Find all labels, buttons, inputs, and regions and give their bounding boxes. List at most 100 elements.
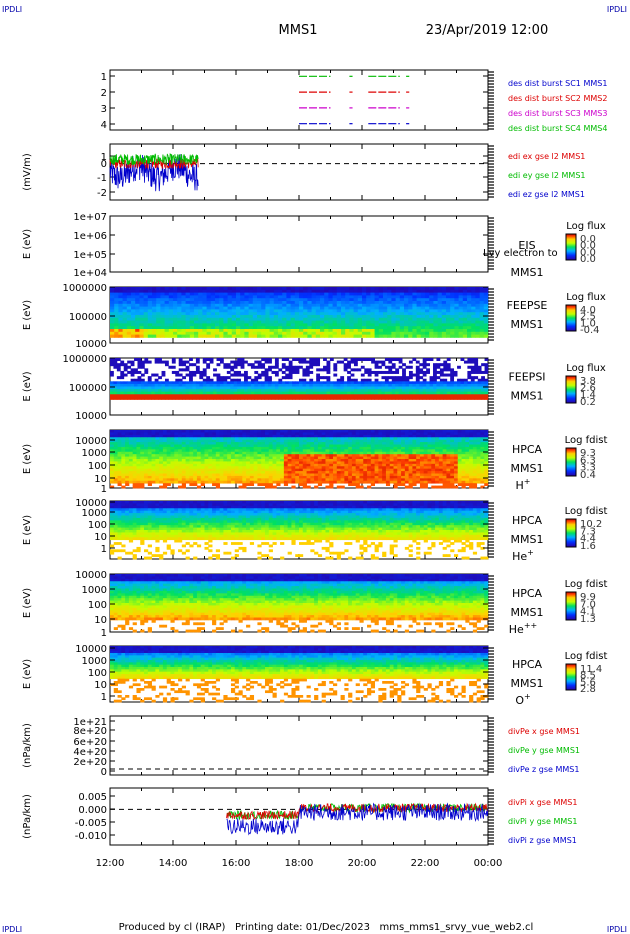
hpca_h-cell xyxy=(317,463,323,467)
hpca_h-cell xyxy=(385,454,391,457)
hpca_h-cell xyxy=(227,434,232,438)
feepsi-cell xyxy=(481,396,485,400)
feepse-cell xyxy=(341,295,346,299)
feepse-cell xyxy=(433,306,438,310)
hpca_h-cell xyxy=(382,449,387,453)
hpca_h-cell xyxy=(204,430,209,433)
hpca_h-cell xyxy=(193,442,198,445)
hpca_h-cell xyxy=(219,437,224,441)
hpca_h-cell xyxy=(132,483,137,486)
hpca_h-cell xyxy=(359,478,364,482)
hpca_h-cell xyxy=(363,468,368,472)
hpca_h-cell xyxy=(321,478,326,482)
hpca_h-cell xyxy=(212,475,217,479)
feepsi-cell xyxy=(477,386,482,390)
hpca_h-cell xyxy=(174,471,179,474)
feepsi-cell xyxy=(388,383,393,387)
feepse-cell xyxy=(475,323,480,327)
edi-legend: edi ez gse l2 MMS1 xyxy=(508,190,585,199)
feepsi-cell xyxy=(278,389,283,393)
hpca_h-cell xyxy=(302,461,307,465)
feepsi-cell xyxy=(309,363,314,367)
feepsi-cell xyxy=(164,381,169,385)
feepse-cell xyxy=(278,306,283,310)
hpca_h-cell xyxy=(249,483,255,486)
feepsi-cell xyxy=(237,370,241,374)
feepsi-cell xyxy=(168,386,173,390)
feepse-cell xyxy=(244,301,249,305)
feepsi-cell xyxy=(305,370,310,374)
feepse-cell xyxy=(479,303,485,307)
hpca_h-cell xyxy=(178,432,183,436)
feepsi-cell xyxy=(120,386,125,390)
hpca_h-cell xyxy=(374,439,379,443)
feepsi-cell xyxy=(336,396,341,400)
feepse-cell xyxy=(257,295,262,299)
hpca_h-cell xyxy=(370,454,375,457)
feepse-cell xyxy=(366,315,371,319)
hpca_h-cell xyxy=(321,471,326,474)
hpca_h-cell xyxy=(136,456,141,460)
hpca_h-cell xyxy=(317,439,323,443)
feepse-cell xyxy=(168,320,174,324)
feepsi-cell xyxy=(422,358,427,361)
hpca_h-cell xyxy=(355,461,360,465)
feepse-ylabel: E (eV) xyxy=(22,300,33,330)
feepse-cell xyxy=(458,309,464,313)
feepse-cell xyxy=(185,289,191,293)
hpca_h-cell xyxy=(336,437,341,441)
hpca_h-cell xyxy=(181,437,186,441)
feepsi-cell xyxy=(415,386,420,390)
feepsi-cell xyxy=(374,360,379,364)
hpca_h-cell xyxy=(370,461,375,465)
feepse-cell xyxy=(332,295,338,299)
feepsi-cell xyxy=(477,394,482,398)
hpca_h-cell xyxy=(389,446,394,450)
hpca_h-cell xyxy=(389,471,394,474)
hpca_h-cell xyxy=(397,444,402,448)
feepsi-cell xyxy=(110,383,114,387)
hpca_h-cell xyxy=(276,437,281,441)
feepse-cell xyxy=(110,301,115,305)
feepsi-cell xyxy=(333,363,338,367)
feepsi-cell xyxy=(254,381,259,385)
hpca_h-cell xyxy=(321,468,326,472)
hpca_h-cell xyxy=(181,480,186,484)
hpca_h-cell xyxy=(393,483,398,486)
hpca_h-cell xyxy=(310,471,315,474)
feepse-cell xyxy=(395,292,401,296)
feepse-cell xyxy=(336,295,342,299)
hpca_h-cell xyxy=(212,468,217,472)
feepse-cell xyxy=(467,301,472,305)
hpca_h-cell xyxy=(283,480,289,484)
feepsi-cell xyxy=(120,391,125,395)
feepsi-cell xyxy=(426,386,430,390)
hpca_h-cell xyxy=(340,485,345,489)
feepsi-cell xyxy=(299,383,303,387)
hpca_h-cell xyxy=(257,432,262,436)
feepse-cell xyxy=(215,306,220,310)
feepse-cell xyxy=(370,289,375,293)
feepse-cell xyxy=(324,303,329,307)
feepsi-cell xyxy=(374,370,379,374)
feepse-cell xyxy=(399,306,405,310)
hpca_h-cell xyxy=(155,480,160,484)
feepsi-cell xyxy=(443,394,448,398)
feepse-cell xyxy=(467,289,472,293)
hpca_h-cell xyxy=(189,451,194,455)
hpca_h-cell xyxy=(181,444,186,448)
feepsi-cell xyxy=(305,389,310,393)
hpca_h-cell xyxy=(215,478,221,482)
hpca_h-cell xyxy=(204,480,209,484)
feepsi-cell xyxy=(336,378,341,382)
hpca_h-cell xyxy=(302,483,307,486)
feepse-cell xyxy=(299,323,304,327)
hpca_h-cell xyxy=(196,459,202,462)
feepsi-cell xyxy=(360,381,365,385)
hpca_h-cell xyxy=(329,480,334,484)
hpca_h-cell xyxy=(125,475,130,479)
hpca_h-cell xyxy=(193,471,198,474)
hpca_h-cell xyxy=(272,439,277,443)
feepse-cell xyxy=(177,295,182,299)
hpca_h-cell xyxy=(242,432,247,436)
